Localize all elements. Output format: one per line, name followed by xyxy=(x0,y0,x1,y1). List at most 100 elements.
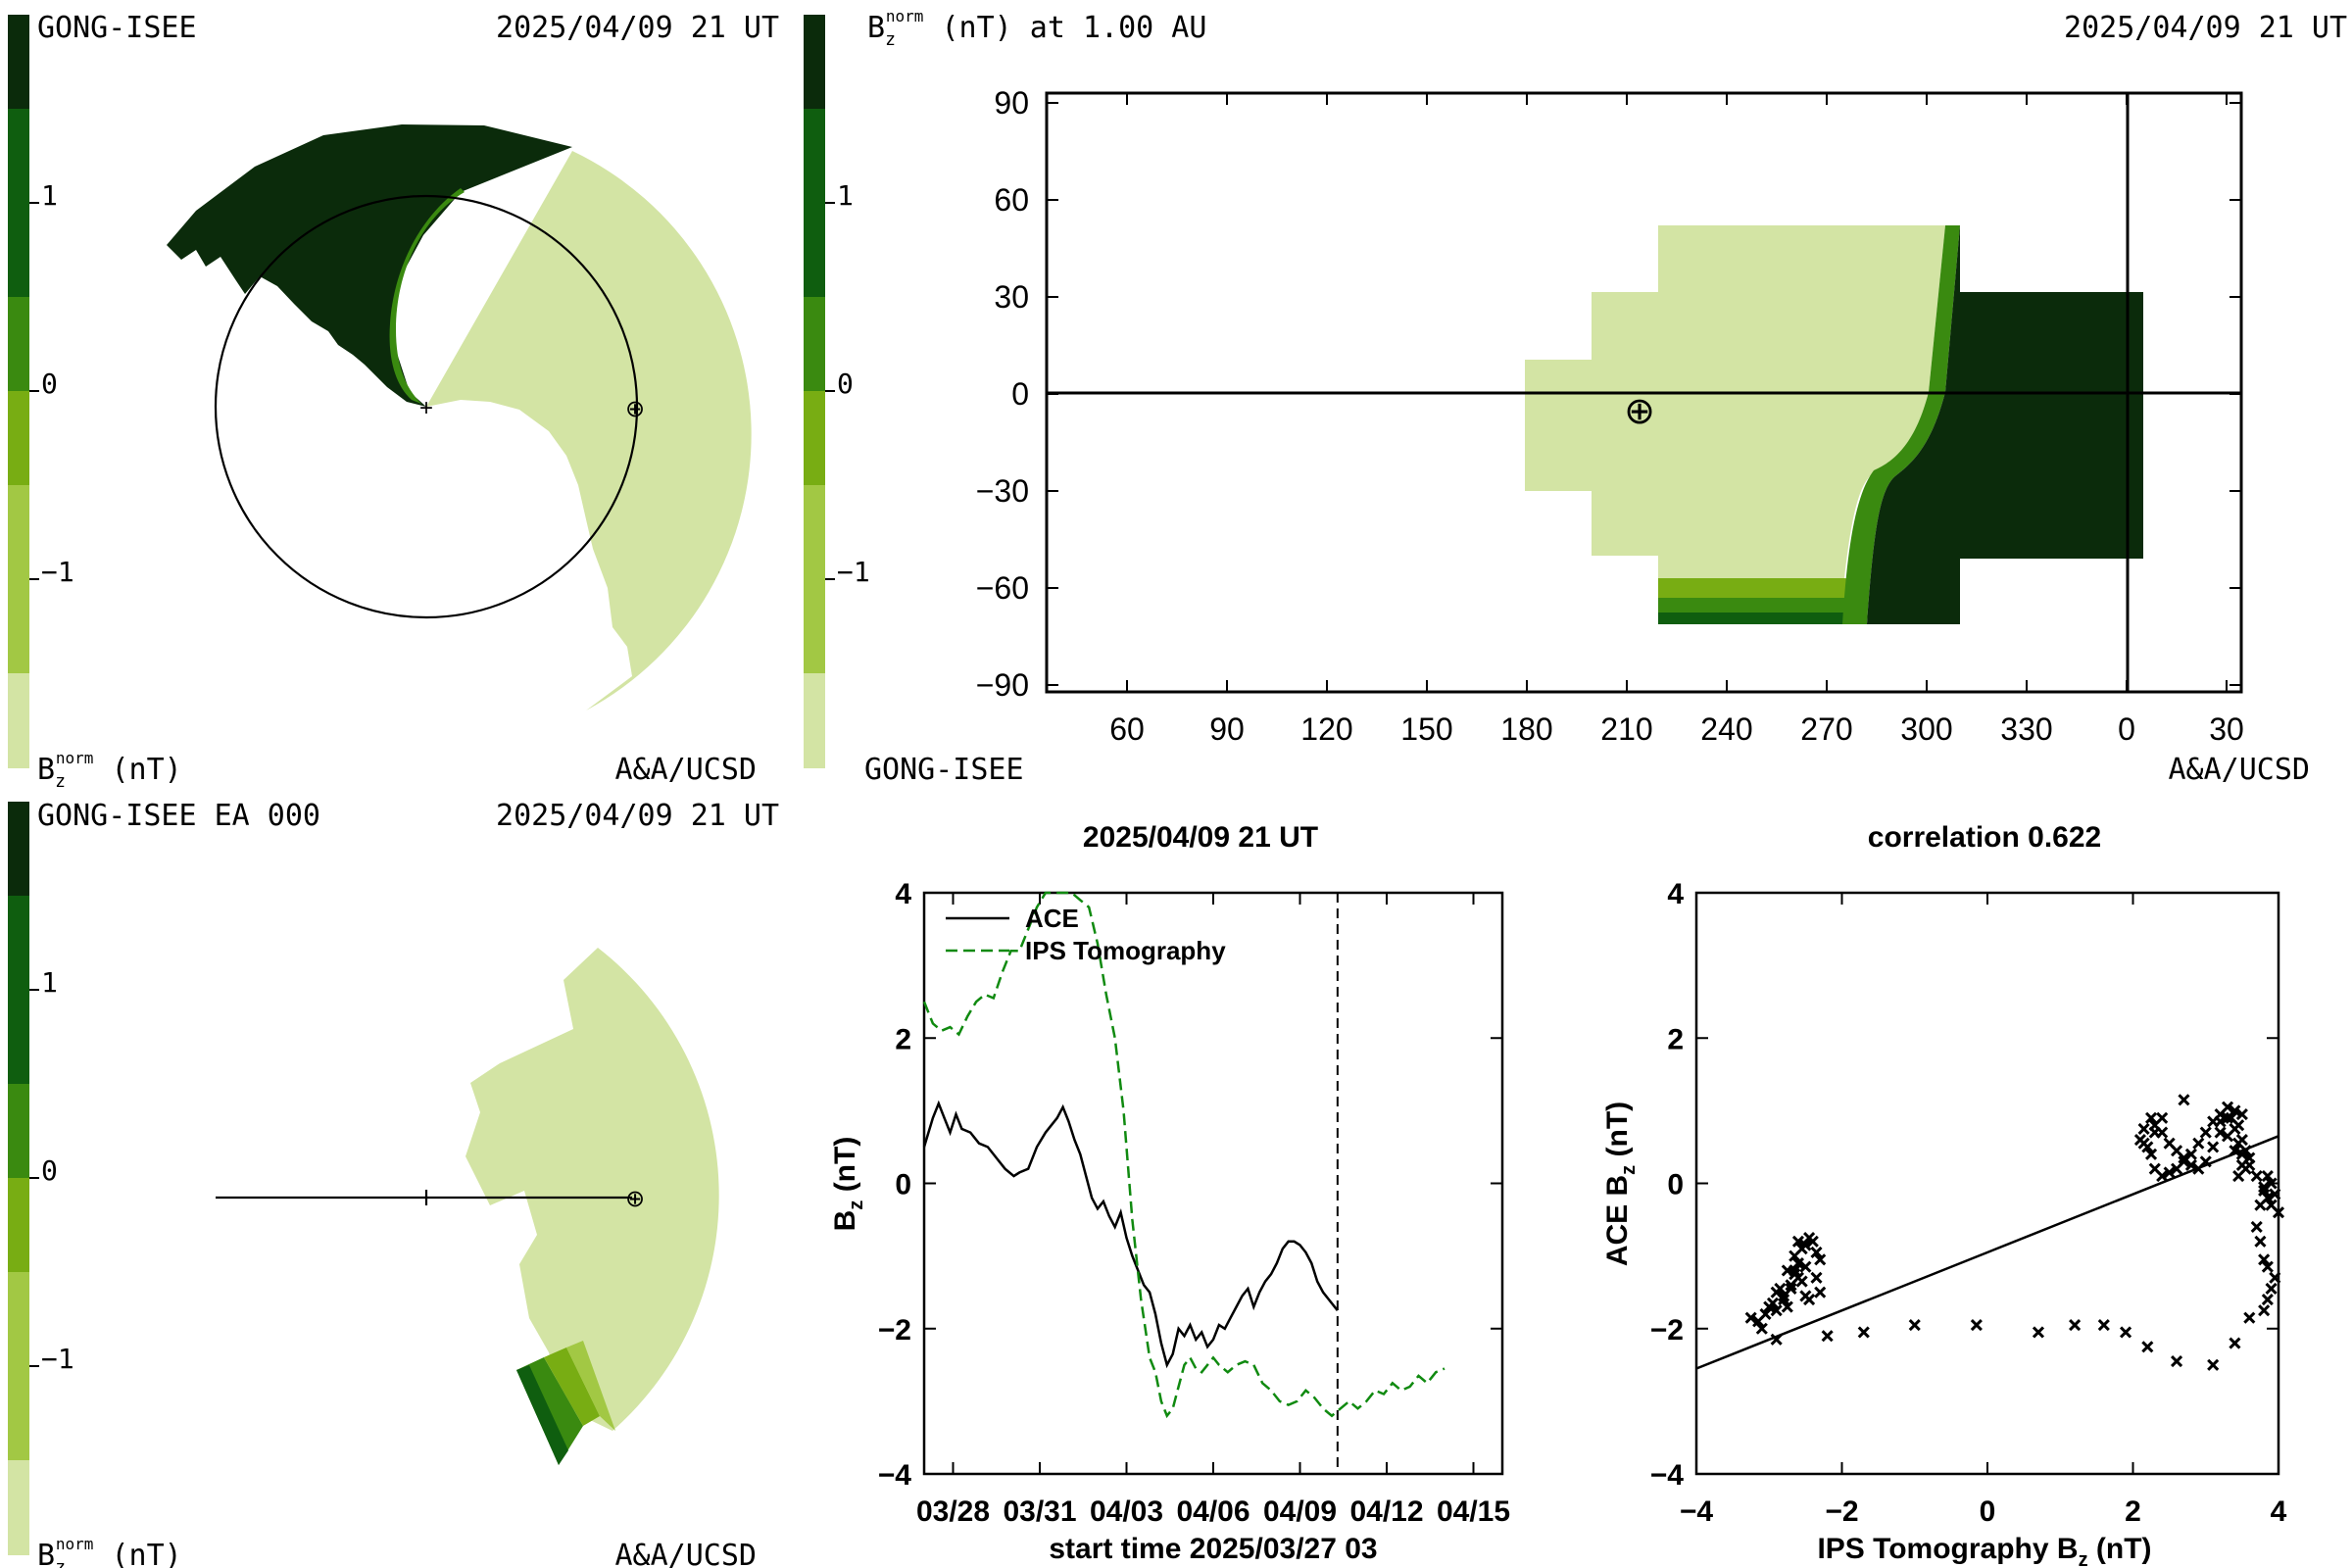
tr-credit-label: A&A/UCSD xyxy=(2169,753,2311,787)
ace-series-line xyxy=(922,1100,1339,1369)
tr-xtick-label: 270 xyxy=(1800,711,1852,747)
colorbar-tr-tick-label: 0 xyxy=(837,368,854,400)
colorbar-bl-tick-label: 0 xyxy=(41,1154,58,1187)
scatter-point xyxy=(2097,1318,2110,1332)
ts-legend-ace: ACE xyxy=(1025,904,1079,933)
scatter-point xyxy=(2163,1166,2176,1179)
scatter-point-stroke xyxy=(2214,1115,2227,1128)
scatter-point xyxy=(2235,1133,2248,1147)
scatter-point-stroke xyxy=(1810,1271,1823,1284)
bl-source-label: GONG-ISEE EA 000 xyxy=(37,799,320,833)
scatter-point-stroke xyxy=(1791,1235,1805,1248)
colorbar-bl-tick-label: 1 xyxy=(41,966,58,999)
scatter-point xyxy=(1970,1318,1983,1332)
colorbar-tl-tick-label: −1 xyxy=(41,556,74,588)
bl-unit-label: Bznorm (nT) xyxy=(37,1535,182,1568)
colorbar-tl-segment xyxy=(8,485,29,580)
tr-xtick-label: 120 xyxy=(1300,711,1352,747)
colorbar-top-right: 1 0 −1 xyxy=(804,15,870,768)
scatter-point-stroke xyxy=(1744,1311,1757,1324)
sc-ytick-label: 0 xyxy=(1667,1169,1684,1201)
scatter-point xyxy=(2261,1192,2274,1204)
tl-dark-region xyxy=(167,124,572,407)
scatter-point xyxy=(2133,1133,2146,1147)
scatter-point-stroke xyxy=(2265,1177,2278,1190)
ts-ytick-label: 4 xyxy=(895,878,911,910)
tr-xtick-label: 240 xyxy=(1700,711,1752,747)
ts-xlabel: start time 2025/03/27 03 xyxy=(1049,1533,1377,1565)
scatter-point-stroke xyxy=(2265,1282,2278,1296)
colorbar-tl-segment xyxy=(8,15,29,110)
scatter-point-stroke xyxy=(2269,1271,2281,1284)
colorbar-tl-segment xyxy=(8,109,29,204)
tr-xtick-label: 210 xyxy=(1600,711,1652,747)
tr-xtick-label: 30 xyxy=(2209,711,2244,747)
scatter-point-stroke xyxy=(2232,1119,2245,1132)
scatter-point-stroke xyxy=(1770,1304,1783,1317)
colorbar-bl-tick-label: −1 xyxy=(41,1343,74,1375)
scatter-point xyxy=(2156,1111,2169,1124)
scatter-point xyxy=(1810,1246,1823,1258)
tl-sun-marker: + xyxy=(419,395,433,421)
tr-ytick-label: 90 xyxy=(994,85,1029,121)
scatter-point-stroke xyxy=(1791,1256,1805,1270)
scatter-point xyxy=(1778,1294,1790,1306)
tl-date-label: 2025/04/09 21 UT xyxy=(496,11,779,45)
ts-xtick-label: 03/31 xyxy=(1003,1495,1076,1528)
bl-ecliptic-map: ⊕ xyxy=(216,948,719,1465)
scatter-point xyxy=(2265,1282,2278,1296)
tr-lonlat-map: ⊕ xyxy=(1047,93,2241,692)
colorbar-tl-tick-label: 1 xyxy=(41,179,58,212)
scatter-point-stroke xyxy=(1799,1260,1812,1273)
tl-source-label: GONG-ISEE xyxy=(37,11,197,45)
scatter-point-stroke xyxy=(2261,1170,2274,1183)
scatter-point xyxy=(1770,1304,1783,1317)
tr-title: Bznorm (nT) at 1.00 AU xyxy=(867,7,1206,50)
ts-xtick-label: 04/03 xyxy=(1090,1495,1163,1528)
scatter-point xyxy=(2258,1181,2271,1194)
scatter-point xyxy=(2192,1137,2205,1150)
scatter-point xyxy=(2243,1311,2256,1324)
scatter-point xyxy=(1755,1322,1768,1335)
scatter-point xyxy=(1795,1275,1808,1288)
scatter-point xyxy=(1791,1256,1805,1270)
scatter-point-stroke xyxy=(2133,1133,2146,1147)
scatter-point-stroke xyxy=(1778,1290,1790,1302)
scatter-point-stroke xyxy=(1810,1246,1823,1258)
bl-green-band-3 xyxy=(566,1341,615,1431)
scatter-point xyxy=(2269,1188,2281,1200)
scatter-point xyxy=(2141,1341,2154,1353)
scatter-point-stroke xyxy=(1788,1250,1801,1262)
scatter-point xyxy=(2170,1162,2183,1175)
scatter-point xyxy=(2265,1199,2278,1211)
scatter-point-stroke xyxy=(2261,1294,2274,1306)
scatter-point xyxy=(2258,1253,2271,1266)
ts-ytick-label: −4 xyxy=(878,1459,912,1492)
scatter-point xyxy=(2207,1358,2220,1371)
scatter-point xyxy=(2170,1355,2183,1368)
bl-credit-label: A&A/UCSD xyxy=(615,1539,758,1568)
sc-title: correlation 0.622 xyxy=(1868,821,2101,854)
tr-ytick-label: 30 xyxy=(994,279,1029,315)
scatter-point-stroke xyxy=(2269,1188,2281,1200)
scatter-point xyxy=(2221,1130,2234,1143)
sc-ytick-label: −2 xyxy=(1650,1314,1684,1347)
scatter-point-stroke xyxy=(2229,1145,2241,1157)
ts-legend: ACE IPS Tomography xyxy=(946,904,1226,965)
scatter-point xyxy=(2069,1318,2082,1332)
sc-ylabel: ACE Bz (nT) xyxy=(1601,1102,1640,1266)
scatter-point xyxy=(2258,1304,2271,1317)
bl-date-label: 2025/04/09 21 UT xyxy=(496,799,779,833)
colorbar-bl-segment xyxy=(8,896,29,991)
scatter-point-stroke xyxy=(2069,1318,2082,1332)
scatter-point-stroke xyxy=(1814,1253,1827,1266)
sc-ytick-label: 2 xyxy=(1667,1023,1684,1055)
scatter-point-stroke xyxy=(1755,1322,1768,1335)
tl-synoptic-map: + ⊕ xyxy=(167,124,752,710)
scatter-point-stroke xyxy=(2120,1326,2132,1339)
ts-ytick-label: −2 xyxy=(878,1314,911,1347)
scatter-point-stroke xyxy=(2258,1304,2271,1317)
ts-ytick-label: 2 xyxy=(895,1023,911,1055)
tr-ytick-label: −30 xyxy=(976,473,1029,509)
